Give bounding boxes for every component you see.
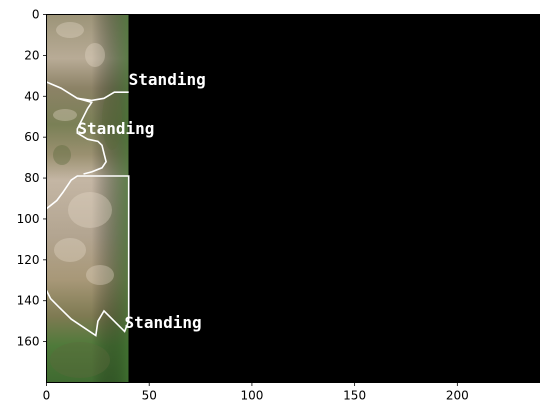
annotation-outline — [46, 175, 130, 337]
y-tick-label: 80 — [24, 171, 39, 185]
annotation-outline — [46, 81, 129, 102]
y-tick-label: 100 — [17, 212, 40, 226]
annotation-label: Standing — [129, 70, 206, 89]
x-tick-label: 200 — [446, 389, 469, 403]
x-tick-label: 100 — [240, 389, 263, 403]
y-tick-label: 140 — [17, 294, 40, 308]
y-tick-label: 40 — [24, 89, 39, 103]
annotation-label-layer: Standing Standing Standing — [77, 70, 205, 332]
y-axis-ticks: 0 20 40 60 80 100 120 140 160 — [17, 8, 47, 349]
x-tick-label: 150 — [343, 389, 366, 403]
x-tick-label: 50 — [142, 389, 157, 403]
x-tick-label: 0 — [43, 389, 51, 403]
y-tick-label: 160 — [17, 335, 40, 349]
annotation-label: Standing — [77, 119, 154, 138]
y-tick-label: 20 — [24, 48, 39, 62]
axes-frame — [46, 14, 540, 383]
y-tick-label: 120 — [17, 253, 40, 267]
y-tick-label: 60 — [24, 130, 39, 144]
x-axis-ticks: 0 50 100 150 200 — [43, 382, 469, 403]
annotation-label: Standing — [125, 313, 202, 332]
y-tick-label: 0 — [32, 8, 40, 22]
annotation-outline — [76, 97, 107, 175]
annotation-layer — [46, 81, 130, 337]
satellite-image-strip — [46, 14, 129, 383]
